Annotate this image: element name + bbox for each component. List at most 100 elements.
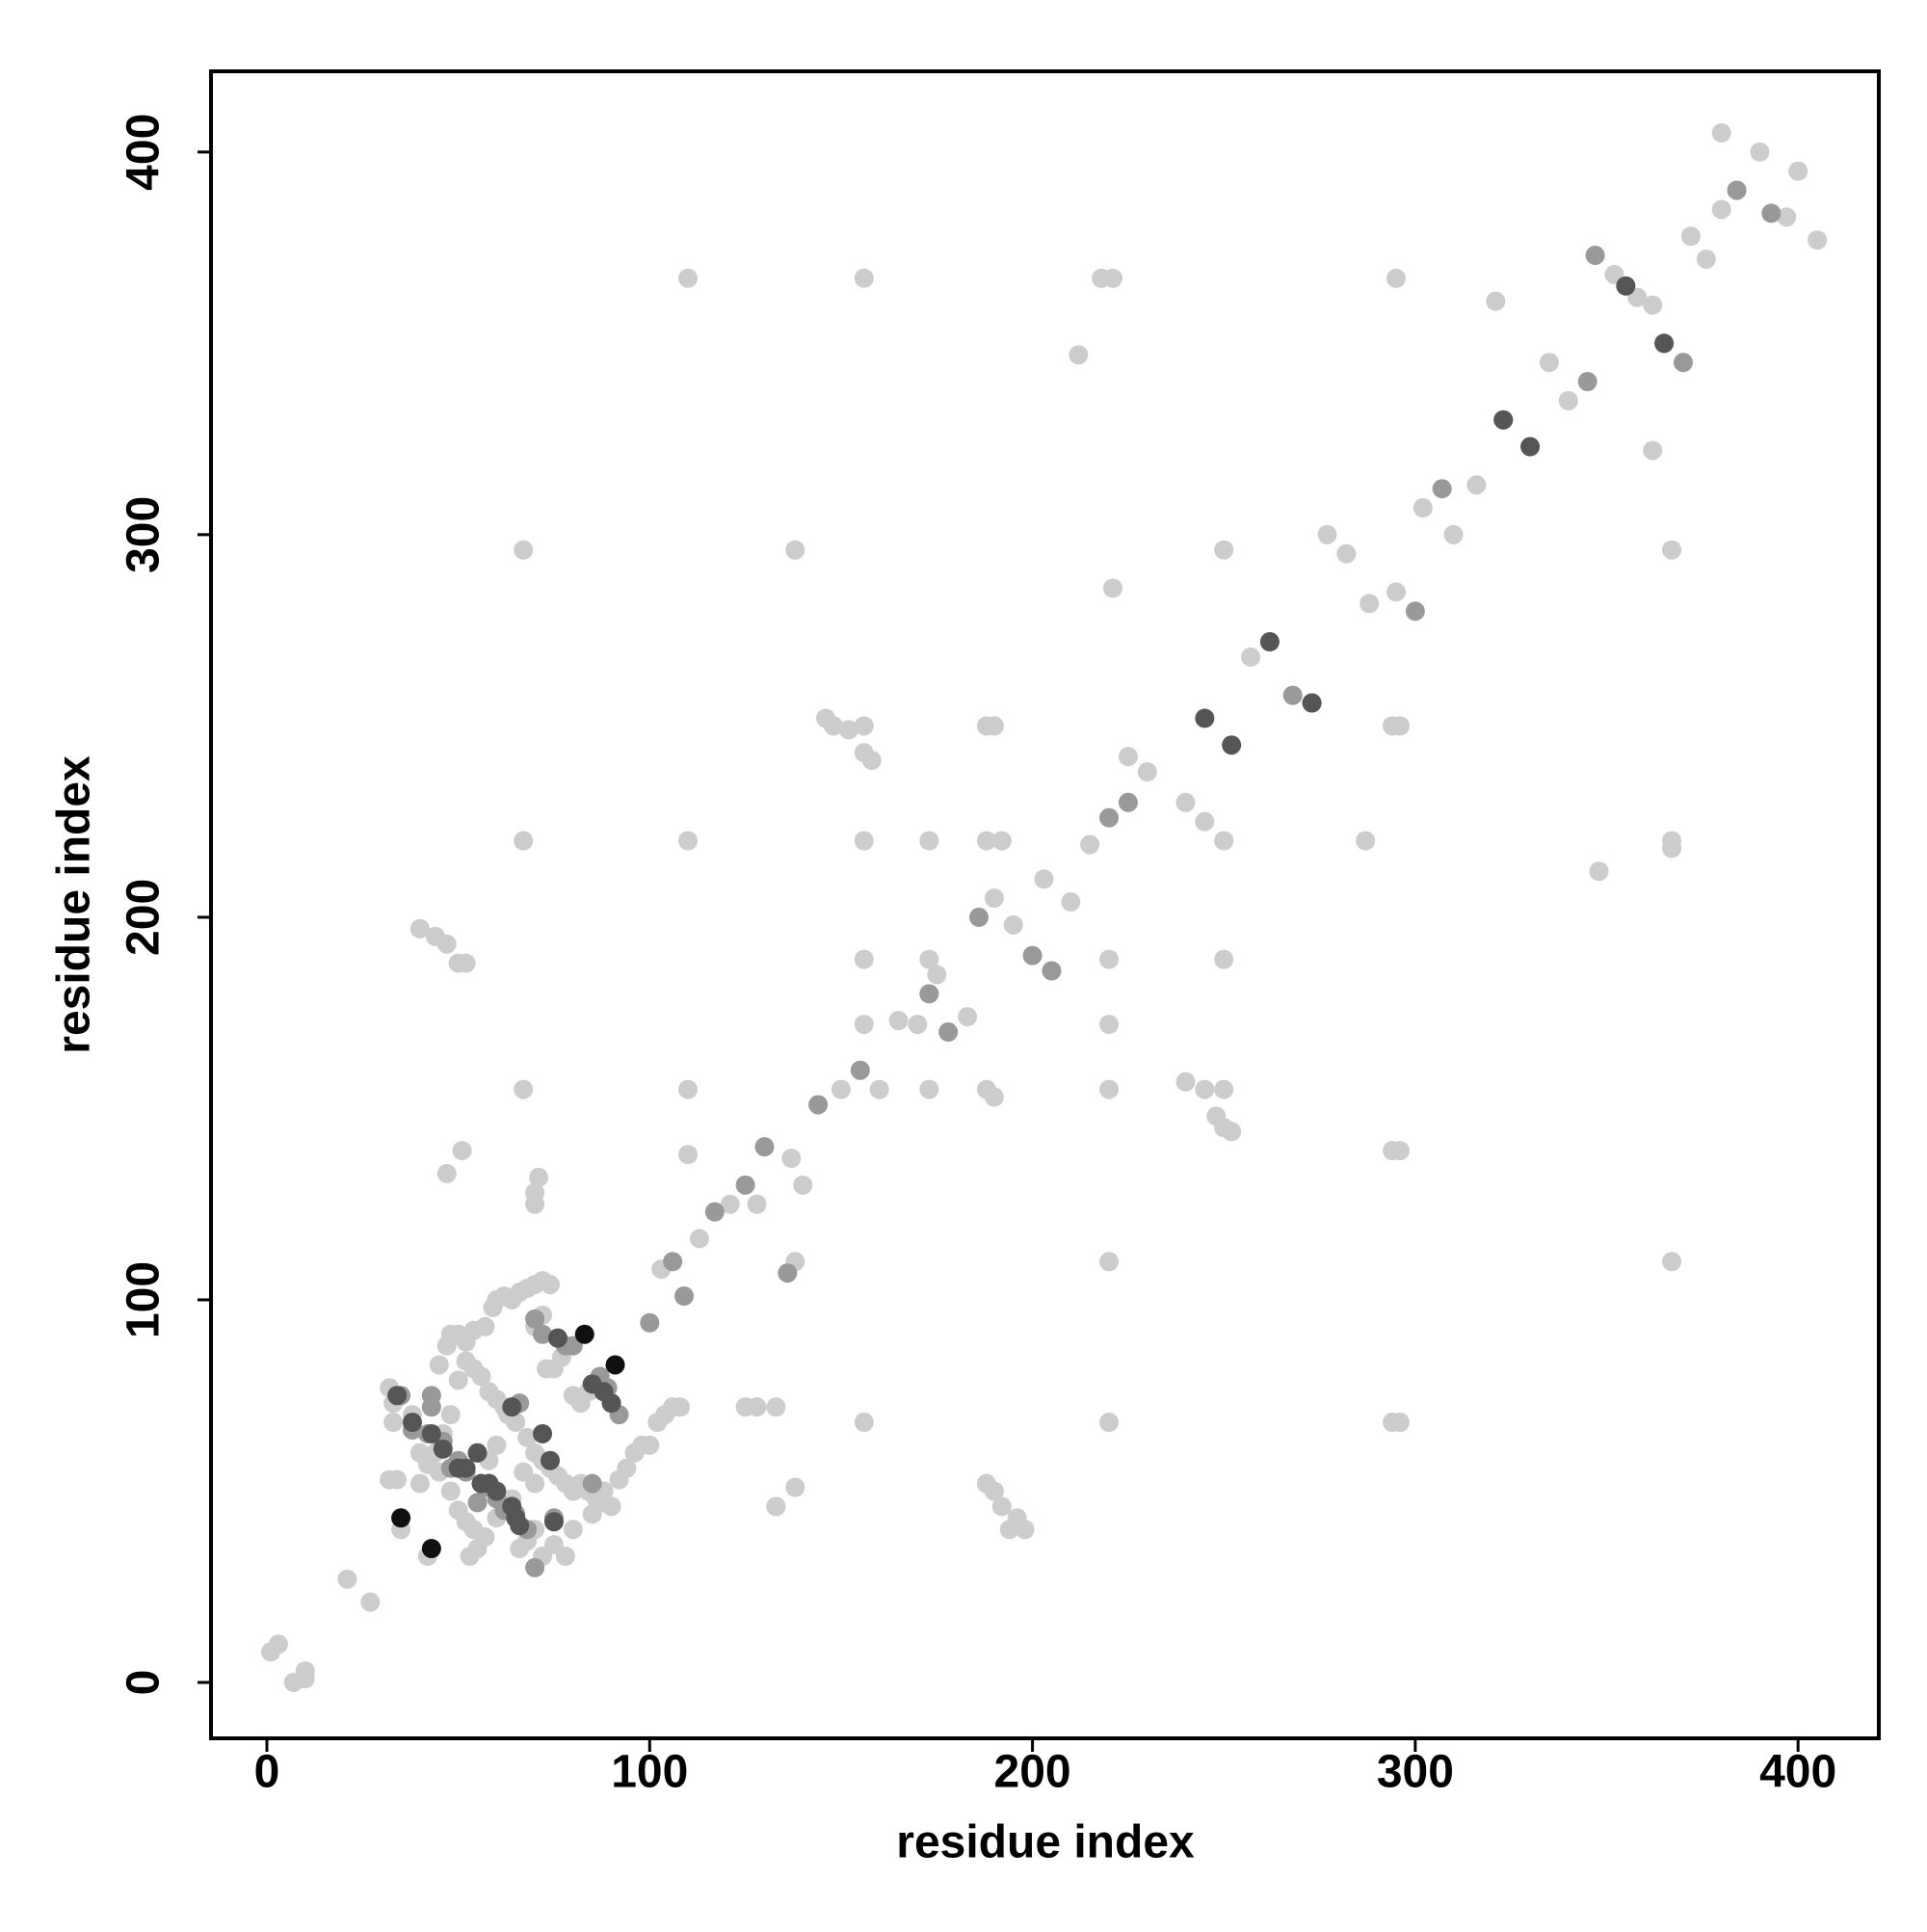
point [487, 1481, 507, 1501]
point [1061, 892, 1081, 913]
point [1761, 203, 1782, 224]
point [502, 1397, 522, 1417]
point [383, 1413, 404, 1433]
point [1222, 1122, 1242, 1142]
point [433, 1439, 453, 1459]
y-tick-label: 100 [119, 1261, 170, 1338]
point [991, 831, 1012, 851]
point [1520, 437, 1541, 457]
point [1662, 838, 1682, 859]
point [1195, 708, 1215, 728]
point [1662, 1252, 1682, 1272]
point [689, 1229, 709, 1249]
point [1727, 180, 1747, 200]
point [678, 1079, 699, 1099]
point [1042, 961, 1062, 981]
point [360, 1592, 381, 1612]
point [1673, 353, 1693, 373]
point [919, 831, 939, 851]
point [1389, 716, 1410, 736]
point [919, 949, 939, 969]
point [823, 716, 843, 736]
point [1069, 345, 1089, 365]
point [747, 1194, 767, 1214]
point [1443, 524, 1464, 544]
point [678, 1145, 699, 1165]
point [421, 1539, 441, 1559]
point [958, 1007, 978, 1027]
point [525, 1194, 545, 1214]
point [479, 1382, 499, 1402]
point [938, 1022, 959, 1043]
point [735, 1175, 755, 1195]
point [781, 1149, 802, 1169]
point [1195, 811, 1215, 832]
point [1643, 440, 1663, 461]
point [968, 907, 989, 927]
point [1099, 949, 1120, 969]
point [1317, 524, 1337, 544]
point [927, 965, 947, 985]
point [1386, 582, 1407, 602]
point [1654, 333, 1675, 354]
x-tick-label: 400 [1759, 1747, 1836, 1798]
point [793, 1175, 813, 1195]
point [295, 1661, 315, 1681]
point [1214, 949, 1234, 969]
point [387, 1386, 408, 1406]
point [984, 716, 1004, 736]
y-tick-label: 300 [119, 496, 170, 573]
point [1386, 268, 1407, 288]
point [1003, 914, 1023, 935]
point [1808, 230, 1828, 251]
point [436, 934, 457, 954]
point [601, 1393, 621, 1414]
point [1777, 207, 1797, 227]
point [1696, 249, 1716, 269]
point [617, 1458, 637, 1478]
point [854, 831, 874, 851]
point [456, 953, 476, 973]
point [1214, 1079, 1234, 1099]
point [555, 1546, 575, 1566]
point [778, 1263, 798, 1284]
point [984, 888, 1004, 909]
point [574, 1324, 594, 1344]
point [1222, 735, 1242, 755]
point [1558, 390, 1578, 410]
point [1711, 199, 1731, 220]
point [421, 1397, 441, 1417]
y-tick-label: 0 [119, 1670, 170, 1696]
point [1356, 831, 1376, 851]
point [1389, 1141, 1410, 1161]
point [671, 1397, 691, 1417]
point [337, 1569, 357, 1589]
point [1493, 410, 1514, 430]
point [999, 1520, 1019, 1540]
point [541, 1275, 561, 1295]
plot-frame [209, 69, 1881, 1740]
point [525, 1473, 545, 1494]
x-tick-label: 200 [994, 1747, 1071, 1798]
point [766, 1496, 786, 1517]
point [1195, 1079, 1215, 1099]
point [1259, 632, 1280, 652]
point [850, 1060, 870, 1080]
point [1616, 276, 1636, 296]
point [1118, 792, 1138, 812]
point [1103, 268, 1123, 288]
point [1788, 161, 1808, 181]
point [409, 1473, 430, 1494]
point [1241, 647, 1261, 667]
point [1302, 693, 1322, 713]
point [594, 1493, 614, 1513]
point [919, 1079, 939, 1099]
point [525, 1309, 545, 1329]
y-tick-label: 200 [119, 879, 170, 956]
point [533, 1423, 553, 1443]
point [605, 1355, 625, 1375]
point [452, 1141, 472, 1161]
point [460, 1546, 480, 1566]
point [854, 716, 874, 736]
point [888, 1011, 909, 1031]
